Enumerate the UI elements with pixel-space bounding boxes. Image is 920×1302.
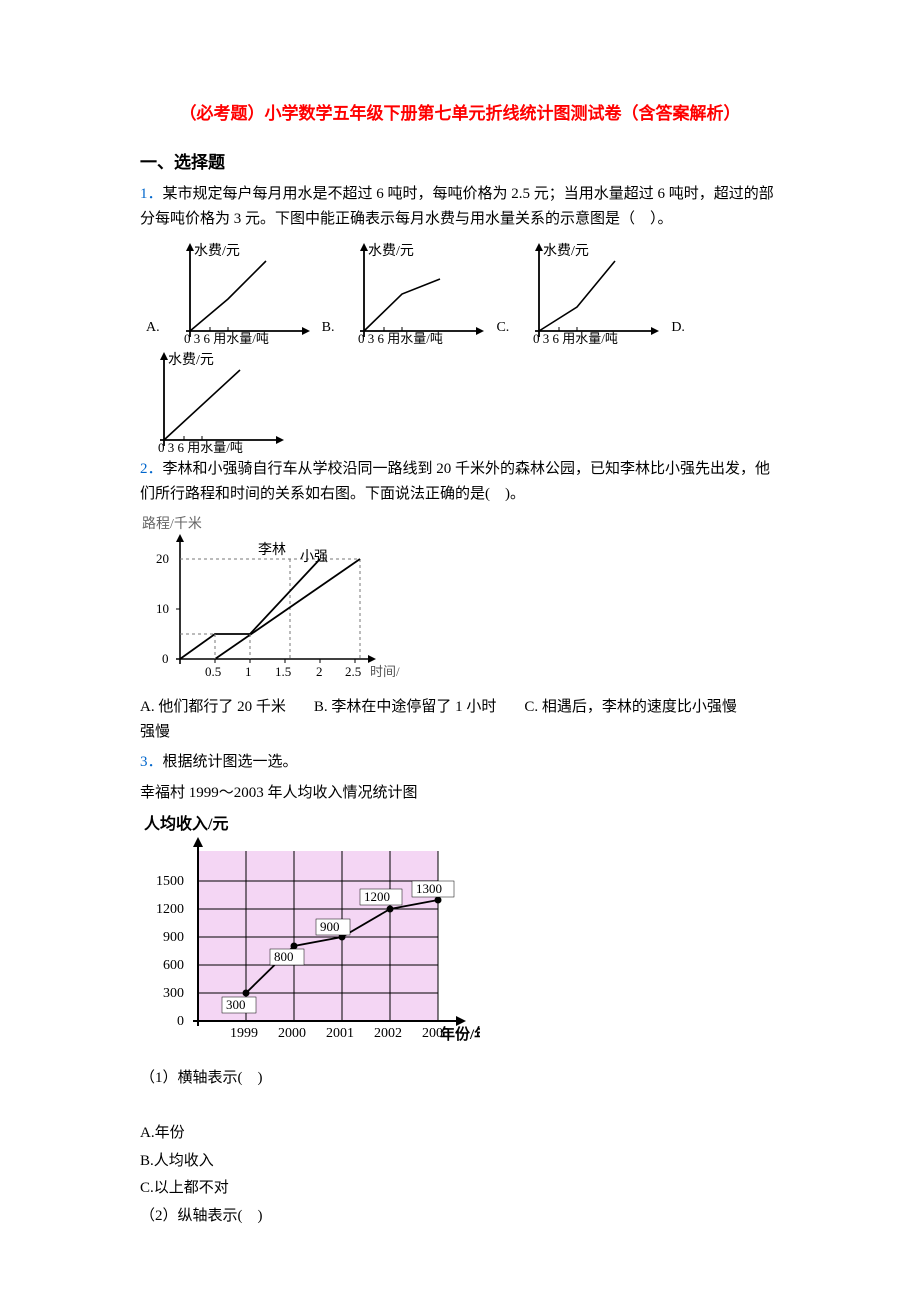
svg-text:0: 0 — [177, 1014, 184, 1029]
svg-text:1300: 1300 — [416, 881, 442, 896]
svg-text:1999: 1999 — [230, 1026, 258, 1041]
q1-opt-d-label: D. — [665, 316, 691, 344]
svg-text:0 3 6 用水量/吨: 0 3 6 用水量/吨 — [358, 331, 443, 344]
svg-text:年份/年: 年份/年 — [440, 1025, 480, 1043]
q1-opt-a-label: A. — [140, 316, 166, 344]
q1-opt-c-label: C. — [490, 316, 515, 344]
q1-text: 1．某市规定每户每月用水是不超过 6 吨时，每吨价格为 2.5 元；当用水量超过… — [140, 182, 780, 233]
q2-wrap: 强慢 — [140, 720, 780, 746]
q2-body: 李林和小强骑自行车从学校沿同一路线到 20 千米外的森林公园，已知李林比小强先出… — [140, 461, 770, 503]
q1-chart-d: 水费/元 0 3 6 用水量/吨 — [140, 348, 290, 453]
q2-opt-b: B. 李林在中途停留了 1 小时 — [314, 695, 497, 721]
page-title: （必考题）小学数学五年级下册第七单元折线统计图测试卷（含答案解析） — [140, 100, 780, 129]
q1-chart-d-wrap: 水费/元 0 3 6 用水量/吨 — [140, 348, 780, 453]
q1-chart-a: 水费/元 0 3 6 用水量/吨 — [166, 239, 316, 344]
q1-chart-c: 水费/元 0 3 6 用水量/吨 — [515, 239, 665, 344]
svg-text:水费/元: 水费/元 — [543, 243, 589, 259]
q1-options-row-1: A. 水费/元 0 3 6 用水量/吨 B. 水费/元 0 3 6 用水量/吨 — [140, 239, 780, 344]
svg-text:1500: 1500 — [156, 874, 184, 889]
q3-chart: 人均收入/元 0 300 600 900 1200 1500 1999 2000… — [140, 811, 780, 1056]
svg-text:2000: 2000 — [278, 1026, 306, 1041]
q2-text: 2．李林和小强骑自行车从学校沿同一路线到 20 千米外的森林公园，已知李林比小强… — [140, 457, 780, 508]
svg-text:0.5: 0.5 — [205, 664, 221, 679]
svg-text:1.5: 1.5 — [275, 664, 291, 679]
svg-text:李林: 李林 — [258, 542, 286, 558]
q3-ans-c: C.以上都不对 — [140, 1176, 780, 1202]
svg-text:10: 10 — [156, 601, 169, 616]
svg-text:0 3 6 用水量/吨: 0 3 6 用水量/吨 — [533, 331, 618, 344]
q3-sub2: （2）纵轴表示( ) — [140, 1204, 780, 1230]
svg-text:路程/千米: 路程/千米 — [142, 516, 202, 532]
q2-opt-a: A. 他们都行了 20 千米 — [140, 695, 286, 721]
svg-text:水费/元: 水费/元 — [368, 243, 414, 259]
svg-text:水费/元: 水费/元 — [194, 243, 240, 259]
svg-text:300: 300 — [163, 986, 184, 1001]
svg-text:300: 300 — [226, 997, 246, 1012]
q2-number: 2． — [140, 461, 163, 477]
q2-chart: 路程/千米 0 10 20 0.5 1 1.5 2 2.5 时间/时 — [140, 514, 780, 689]
q3-text: 3．根据统计图选一选。 — [140, 750, 780, 776]
q3-body: 根据统计图选一选。 — [163, 754, 298, 770]
svg-text:2.5: 2.5 — [345, 664, 361, 679]
svg-text:1200: 1200 — [156, 902, 184, 917]
svg-text:600: 600 — [163, 958, 184, 973]
svg-text:2001: 2001 — [326, 1026, 354, 1041]
svg-text:0 3 6 用水量/吨: 0 3 6 用水量/吨 — [158, 440, 243, 453]
svg-text:900: 900 — [163, 930, 184, 945]
svg-text:1200: 1200 — [364, 889, 390, 904]
q3-number: 3． — [140, 754, 163, 770]
svg-text:0: 0 — [162, 651, 169, 666]
q3-answers1: A.年份 B.人均收入 C.以上都不对 — [140, 1121, 780, 1202]
svg-text:时间/时: 时间/时 — [370, 664, 400, 679]
q3-sub1: （1）横轴表示( ) — [140, 1066, 780, 1092]
svg-text:小强: 小强 — [300, 549, 328, 565]
svg-text:水费/元: 水费/元 — [168, 352, 214, 368]
q1-body: 某市规定每户每月用水是不超过 6 吨时，每吨价格为 2.5 元；当用水量超过 6… — [140, 186, 774, 228]
svg-text:0 3 6 用水量/吨: 0 3 6 用水量/吨 — [184, 331, 269, 344]
q2-options: A. 他们都行了 20 千米 B. 李林在中途停留了 1 小时 C. 相遇后，李… — [140, 695, 780, 721]
svg-text:2: 2 — [316, 664, 323, 679]
svg-text:20: 20 — [156, 551, 169, 566]
svg-text:1: 1 — [245, 664, 252, 679]
q3-ans-b: B.人均收入 — [140, 1149, 780, 1175]
svg-text:900: 900 — [320, 919, 340, 934]
q1-number: 1． — [140, 186, 163, 202]
svg-text:2002: 2002 — [374, 1026, 402, 1041]
q1-opt-b-label: B. — [316, 316, 341, 344]
q1-chart-b: 水费/元 0 3 6 用水量/吨 — [340, 239, 490, 344]
section-heading: 一、选择题 — [140, 149, 780, 178]
q2-opt-c: C. 相遇后，李林的速度比小强慢 — [524, 695, 737, 721]
svg-text:800: 800 — [274, 949, 294, 964]
q3-subtitle: 幸福村 1999～2003 年人均收入情况统计图 — [140, 781, 780, 807]
q3-ans-a: A.年份 — [140, 1121, 780, 1147]
svg-text:人均收入/元: 人均收入/元 — [144, 814, 228, 833]
